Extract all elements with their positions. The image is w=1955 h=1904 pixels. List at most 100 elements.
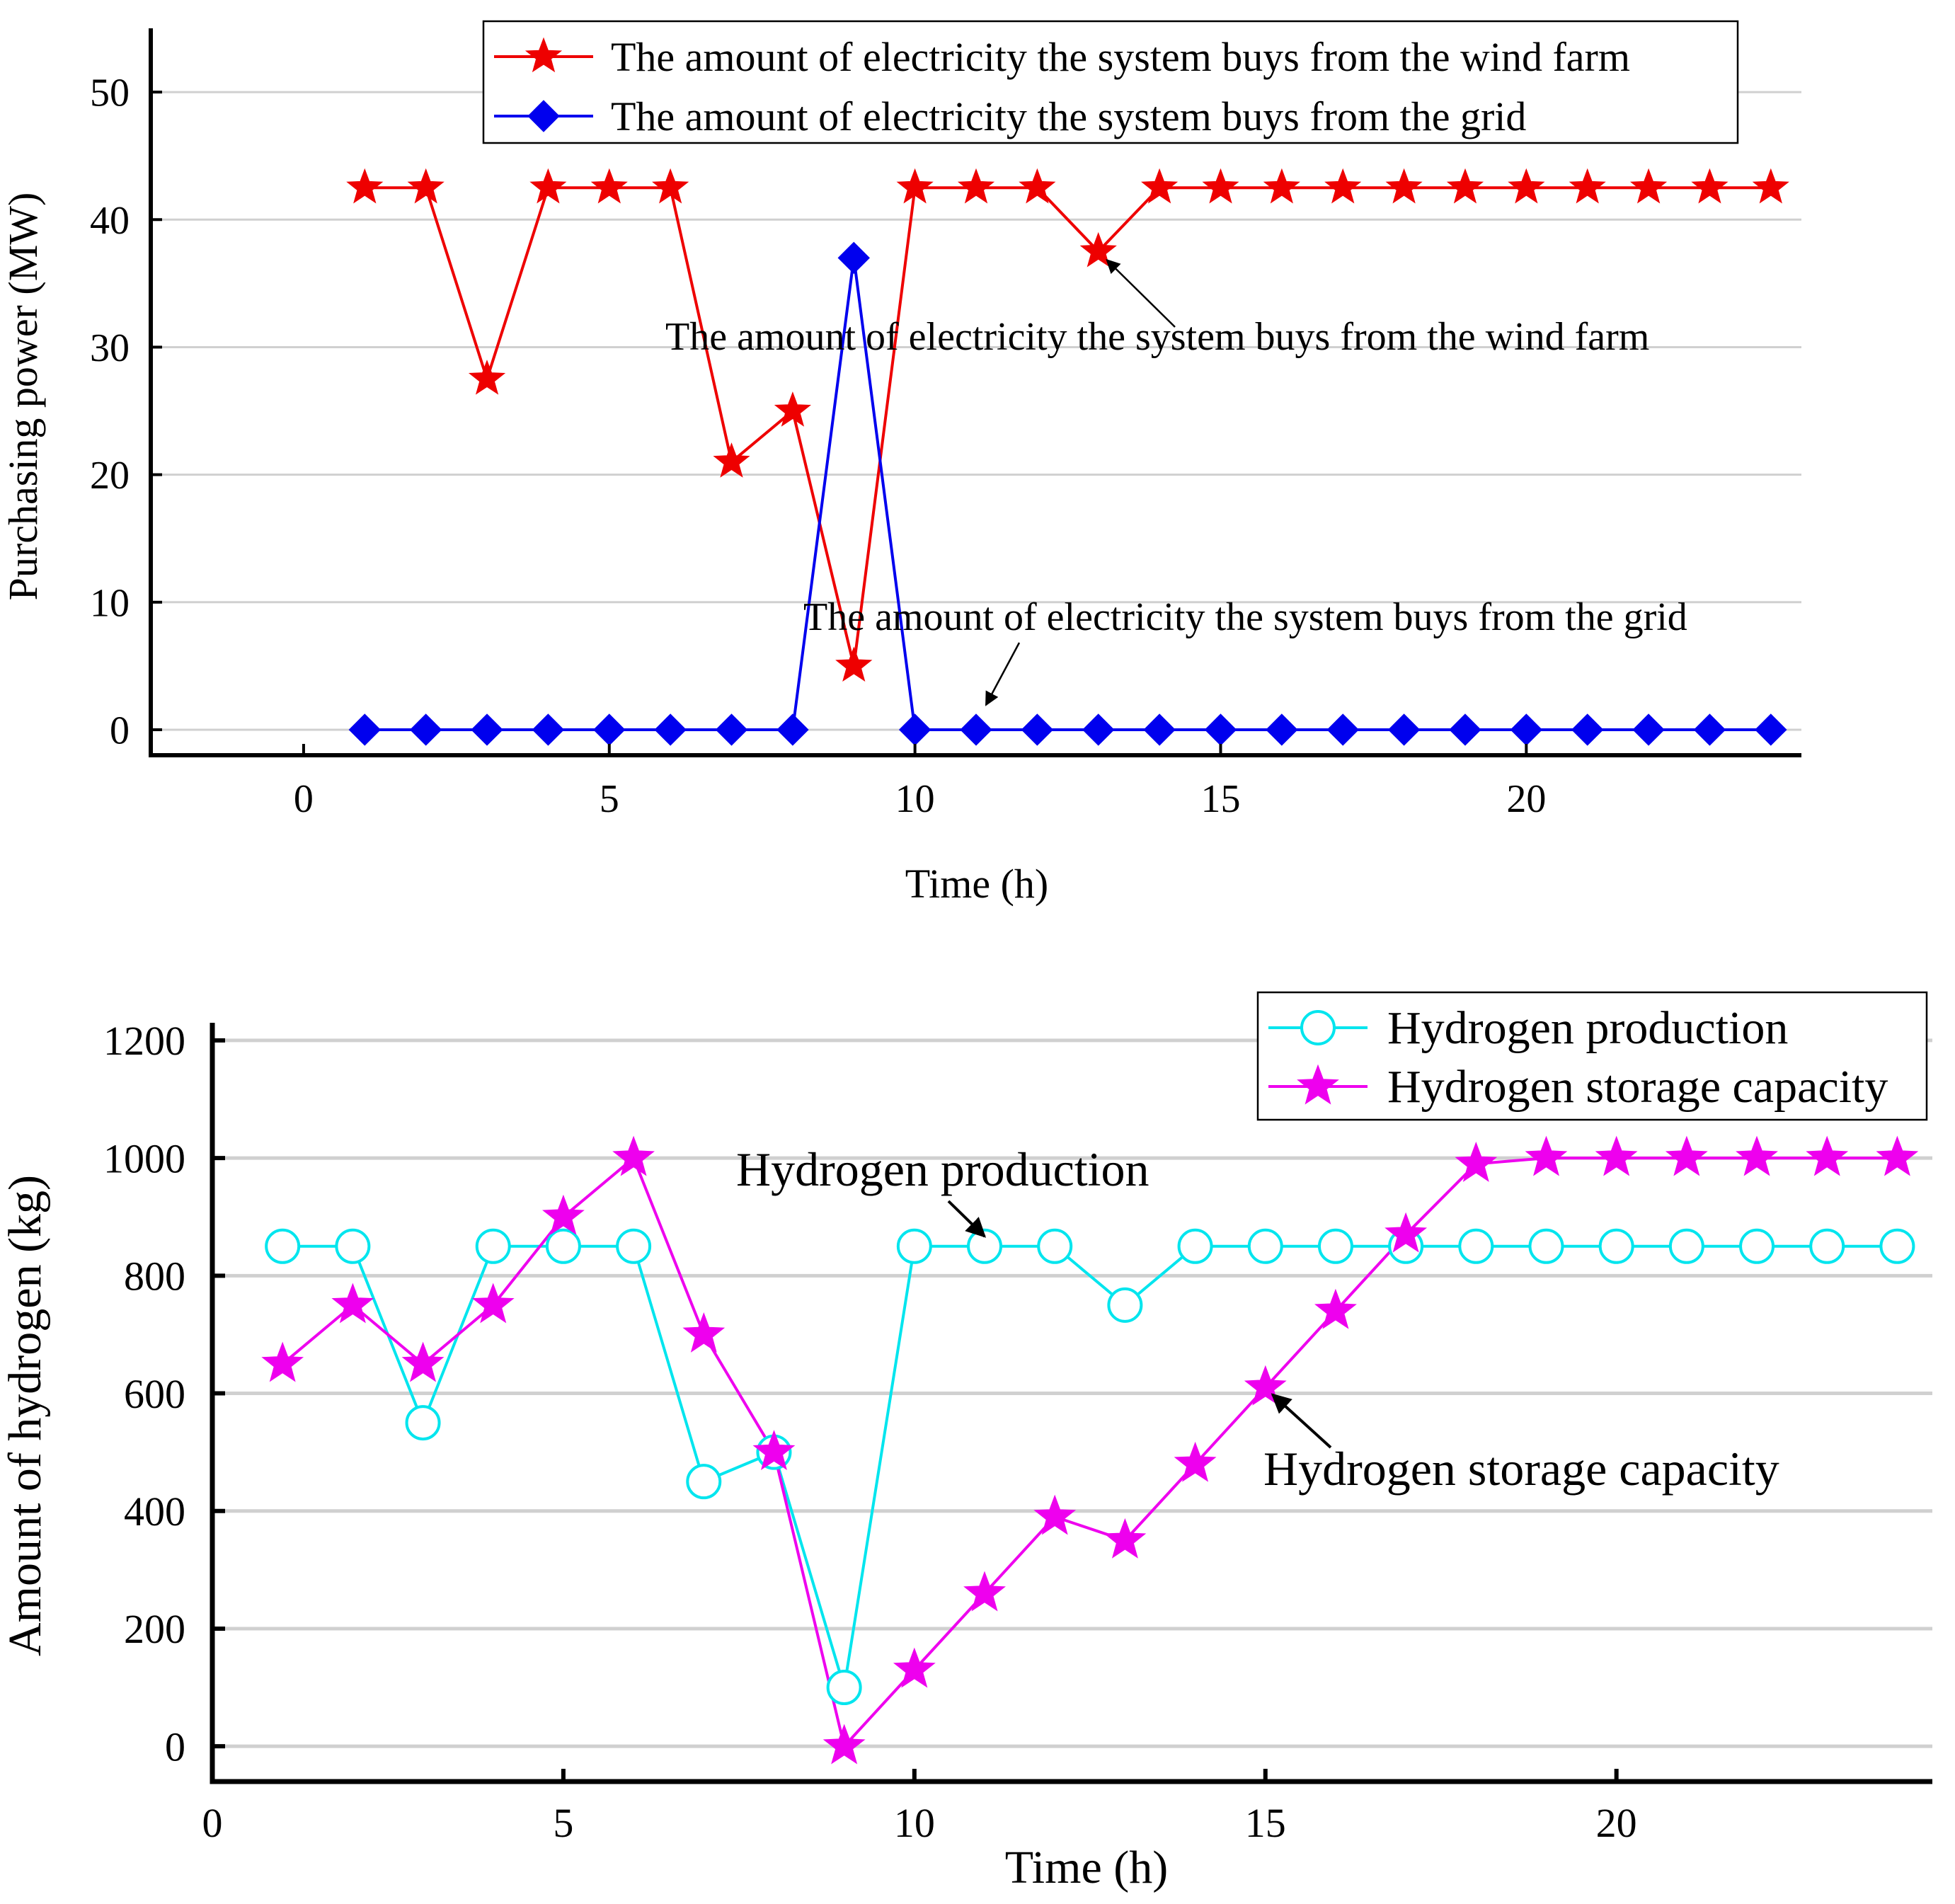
- purchasing-power-chart: 0 10 20 30 40 50 0 5 10 15 20 Time (h) Purchasing …: [0, 20, 1801, 907]
- chart2-legend-label-production: Hydrogen production: [1387, 1002, 1788, 1054]
- chart1-series-0-point: [1446, 168, 1484, 204]
- chart2-legend-swatch-marker-1: [1297, 1064, 1339, 1105]
- chart2-series-1-point: [893, 1647, 936, 1688]
- chart1-series-1-point: [898, 713, 931, 746]
- chart2-series-0-point: [405, 1405, 441, 1441]
- chart2-series-1-point: [542, 1194, 585, 1235]
- chart2-series-0-point: [1879, 1228, 1915, 1264]
- chart2-series-0-point: [335, 1228, 371, 1264]
- chart1-series-0-point: [1263, 168, 1300, 204]
- chart2-series-1-point: [1244, 1365, 1287, 1406]
- chart2-y-tick-label: 400: [124, 1489, 185, 1535]
- chart1-x-tick-label: 0: [294, 777, 314, 821]
- chart2-series-1-point: [963, 1571, 1006, 1612]
- chart2-x-tick-label: 5: [553, 1800, 573, 1846]
- chart1-annotations: The amount of electricity the system buy…: [665, 258, 1687, 706]
- chart1-legend: The amount of electricity the system buy…: [482, 20, 1739, 144]
- chart1-legend-label-wind-farm: The amount of electricity the system buy…: [611, 34, 1630, 80]
- chart2-x-tick-label: 20: [1596, 1800, 1637, 1846]
- chart1-series-1-point: [1326, 713, 1359, 746]
- chart2-x-axis-title: Time (h): [1005, 1842, 1168, 1893]
- chart2-series-0-point: [826, 1670, 862, 1706]
- chart1-annotation-arrow-grid: [985, 642, 1021, 706]
- chart2-series-0-point: [616, 1228, 652, 1264]
- chart1-series-0-point: [346, 168, 384, 204]
- chart1-series-1-point: [654, 713, 687, 746]
- chart1-series-0-point: [835, 646, 873, 682]
- chart2-series-1-point: [1455, 1141, 1498, 1182]
- chart2-series-layer: [261, 1135, 1919, 1765]
- chart1-series-1-point: [532, 713, 565, 746]
- chart1-x-tick-label: 20: [1506, 777, 1546, 821]
- chart2-y-tick-label: 0: [165, 1724, 185, 1770]
- chart1-y-tick-label: 40: [90, 199, 130, 243]
- chart2-series-1-point: [682, 1312, 726, 1353]
- chart1-series-0-point: [1569, 168, 1606, 204]
- chart1-series-1-point: [960, 713, 992, 746]
- chart1-series-0-point: [1324, 168, 1362, 204]
- chart1-legend-box: [482, 20, 1739, 144]
- chart2-legend-box: [1256, 991, 1928, 1121]
- chart2-series-1-point: [1806, 1135, 1849, 1176]
- chart1-series-0-point: [957, 168, 995, 204]
- chart1-series-1-point: [1204, 713, 1237, 746]
- chart1-series-0-point: [1385, 168, 1423, 204]
- chart1-axes: [149, 28, 1801, 757]
- chart1-annotation-grid: The amount of electricity the system buy…: [803, 595, 1687, 639]
- chart2-series-0-point: [1317, 1228, 1353, 1264]
- chart1-legend-label-grid: The amount of electricity the system buy…: [611, 93, 1526, 139]
- chart1-series-1-point: [1510, 713, 1543, 746]
- chart2-x-tick-label: 10: [894, 1800, 935, 1846]
- chart2-y-tick-label: 600: [124, 1371, 185, 1417]
- chart1-series-0-point: [1202, 168, 1239, 204]
- chart2-x-tick-label: 15: [1245, 1800, 1286, 1846]
- chart2-annotation-storage: Hydrogen storage capacity: [1263, 1442, 1779, 1496]
- chart2-series-0-point: [475, 1228, 511, 1264]
- chart1-legend-swatch-marker-0: [524, 37, 563, 73]
- chart2-axes: [210, 1023, 1932, 1784]
- chart1-series-0-point: [1691, 168, 1728, 204]
- chart1-series-line-0: [365, 186, 1771, 667]
- chart2-series-1-point: [1103, 1518, 1147, 1559]
- chart2-series-1-point: [1736, 1135, 1778, 1176]
- chart1-series-0-point: [590, 168, 628, 204]
- chart1-series-0-point: [529, 168, 567, 204]
- chart2-annotation-arrow-production: [947, 1200, 987, 1238]
- chart1-annotation-arrow-wind-farm: [1106, 258, 1176, 328]
- chart2-series-1-point: [752, 1430, 796, 1471]
- chart1-series-1-point: [1449, 713, 1481, 746]
- chart1-series-0-point: [1508, 168, 1545, 204]
- chart1-tick-labels: 0 10 20 30 40 50 0 5 10 15 20: [90, 71, 1546, 821]
- chart2-series-0-point: [1177, 1228, 1213, 1264]
- chart1-series-1-point: [1755, 713, 1787, 746]
- chart1-series-layer: [346, 168, 1789, 746]
- chart2-annotations: Hydrogen production Hydrogen storage cap…: [736, 1142, 1779, 1496]
- chart1-series-1-point: [715, 713, 748, 746]
- chart1-series-0-point: [1019, 168, 1056, 204]
- chart2-series-0-point: [1458, 1228, 1494, 1264]
- chart2-series-1-point: [261, 1341, 304, 1382]
- chart1-series-0-point: [1079, 231, 1117, 268]
- chart2-annotation-arrow-storage: [1271, 1393, 1332, 1449]
- chart2-y-tick-label: 800: [124, 1254, 185, 1300]
- chart1-series-0-point: [896, 168, 934, 204]
- chart2-series-1-point: [401, 1341, 445, 1382]
- chart1-series-0-point: [407, 168, 445, 204]
- chart2-series-1-point: [471, 1283, 515, 1324]
- hydrogen-amount-chart: 0 200 400 600 800 1000 1200 0 5 10 15 20 Time (h) A…: [0, 991, 1932, 1893]
- chart2-y-tick-label: 1200: [103, 1018, 185, 1064]
- chart1-y-axis-title: Purchasing power (MW): [0, 193, 46, 601]
- chart1-series-1-point: [1266, 713, 1298, 746]
- chart2-series-0-point: [265, 1228, 301, 1264]
- chart1-series-1-point: [409, 713, 442, 746]
- chart2-series-0-point: [1668, 1228, 1704, 1264]
- chart2-y-tick-label: 200: [124, 1606, 185, 1652]
- chart1-series-0-point: [713, 442, 750, 478]
- chart2-series-1-point: [1595, 1135, 1638, 1176]
- chart1-x-tick-label: 15: [1200, 777, 1240, 821]
- chart2-series-1-point: [1876, 1135, 1919, 1176]
- chart1-series-0-point: [468, 360, 506, 395]
- chart2-series-0-point: [1598, 1228, 1634, 1264]
- chart1-series-1-point: [1632, 713, 1665, 746]
